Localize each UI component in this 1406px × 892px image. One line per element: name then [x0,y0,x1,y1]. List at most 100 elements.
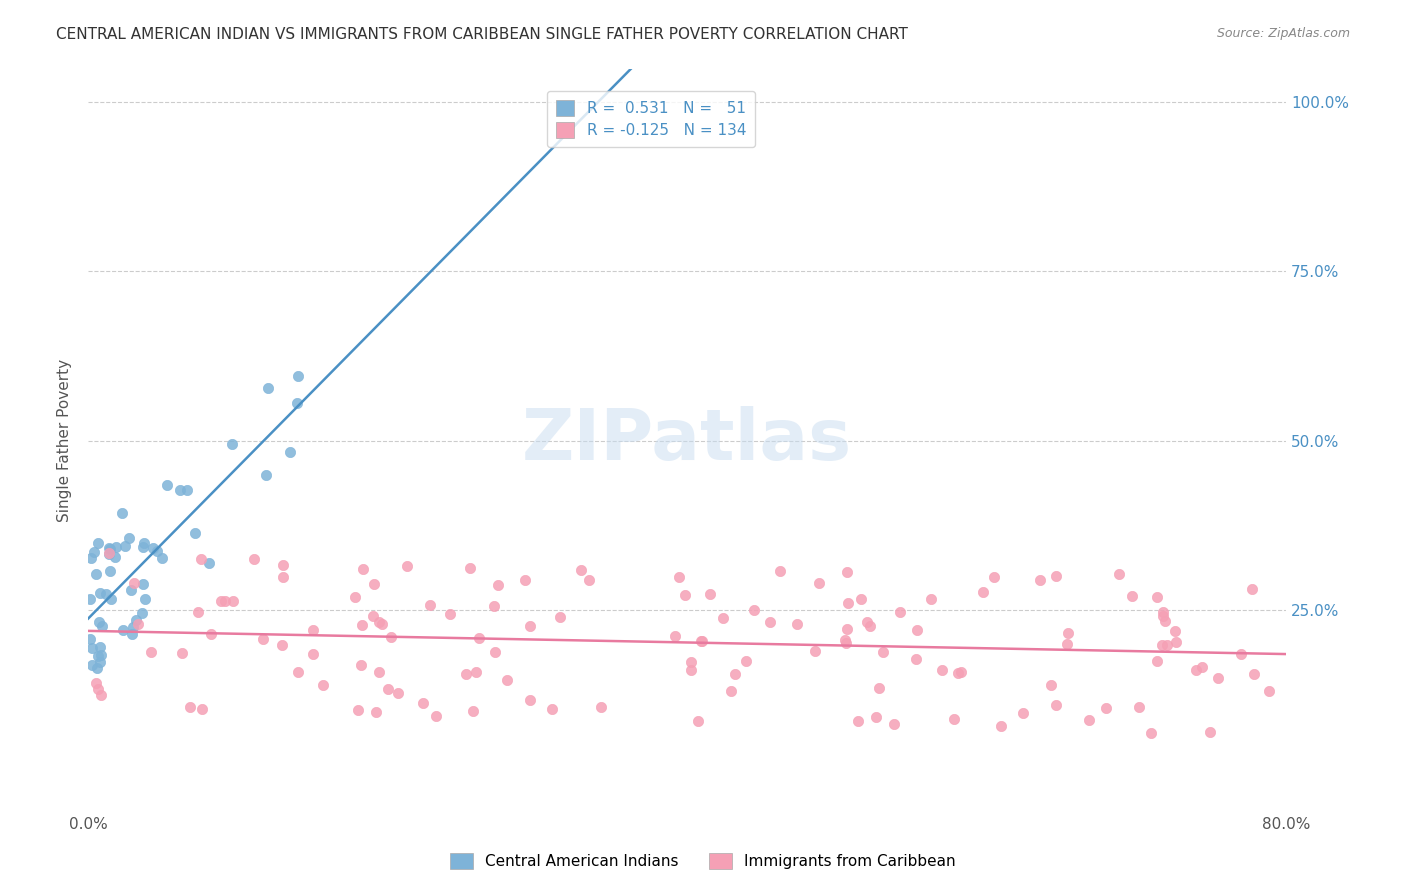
Y-axis label: Single Father Poverty: Single Father Poverty [58,359,72,522]
Point [368,615,391,629]
Point [834,632,856,647]
Legend: R =  0.531   N =   51, R = -0.125   N = 134: R = 0.531 N = 51, R = -0.125 N = 134 [547,91,755,147]
Point [1164,624,1187,638]
Point [132,576,155,591]
Point [254,468,277,483]
Point [1057,626,1080,640]
Point [243,551,266,566]
Point [465,665,488,680]
Point [200,627,222,641]
Point [835,622,858,636]
Point [190,551,212,566]
Point [114,539,136,553]
Point [1094,700,1116,714]
Point [837,565,859,579]
Point [90,648,112,663]
Point [1146,654,1168,668]
Legend: Central American Indians, Immigrants from Caribbean: Central American Indians, Immigrants fro… [444,847,962,875]
Point [856,615,879,629]
Point [883,717,905,731]
Point [80,550,103,565]
Point [121,620,143,634]
Point [1077,713,1099,727]
Point [905,623,928,637]
Point [97,547,120,561]
Point [905,651,928,665]
Point [1152,608,1174,623]
Point [87,536,110,550]
Point [89,640,111,655]
Point [104,550,127,565]
Point [146,544,169,558]
Point [197,556,219,570]
Point [807,576,830,591]
Text: CENTRAL AMERICAN INDIAN VS IMMIGRANTS FROM CARIBBEAN SINGLE FATHER POVERTY CORRE: CENTRAL AMERICAN INDIAN VS IMMIGRANTS FR… [56,27,908,42]
Point [122,576,145,591]
Point [80,640,103,655]
Point [89,586,111,600]
Point [837,596,859,610]
Point [664,629,686,643]
Point [89,615,111,630]
Point [222,594,245,608]
Point [486,577,509,591]
Point [804,643,827,657]
Point [363,609,385,624]
Point [679,655,702,669]
Point [1121,589,1143,603]
Point [98,542,121,557]
Point [352,617,374,632]
Point [79,592,101,607]
Point [150,551,173,566]
Point [689,633,711,648]
Point [1045,698,1067,713]
Point [724,667,747,681]
Point [1191,659,1213,673]
Point [1029,573,1052,587]
Point [100,592,122,607]
Point [86,661,108,675]
Point [278,444,301,458]
Point [287,665,309,679]
Point [699,587,721,601]
Point [668,570,690,584]
Point [190,702,212,716]
Point [312,677,335,691]
Point [679,663,702,677]
Point [98,565,121,579]
Point [1108,566,1130,581]
Point [1199,725,1222,739]
Point [187,606,209,620]
Point [127,617,149,632]
Point [105,540,128,554]
Point [1128,699,1150,714]
Point [214,594,236,608]
Point [377,682,399,697]
Point [111,506,134,520]
Point [742,603,765,617]
Point [686,714,709,728]
Point [132,540,155,554]
Point [673,588,696,602]
Point [363,577,385,591]
Point [1150,638,1173,652]
Point [368,665,391,680]
Point [287,369,309,384]
Point [942,712,965,726]
Point [868,681,890,696]
Point [1140,725,1163,739]
Point [569,562,592,576]
Point [176,483,198,497]
Point [120,582,142,597]
Point [370,617,392,632]
Point [90,689,112,703]
Point [541,702,564,716]
Point [134,535,156,549]
Point [209,594,232,608]
Point [786,616,808,631]
Point [425,709,447,723]
Point [690,634,713,648]
Point [419,598,441,612]
Point [344,590,367,604]
Point [990,718,1012,732]
